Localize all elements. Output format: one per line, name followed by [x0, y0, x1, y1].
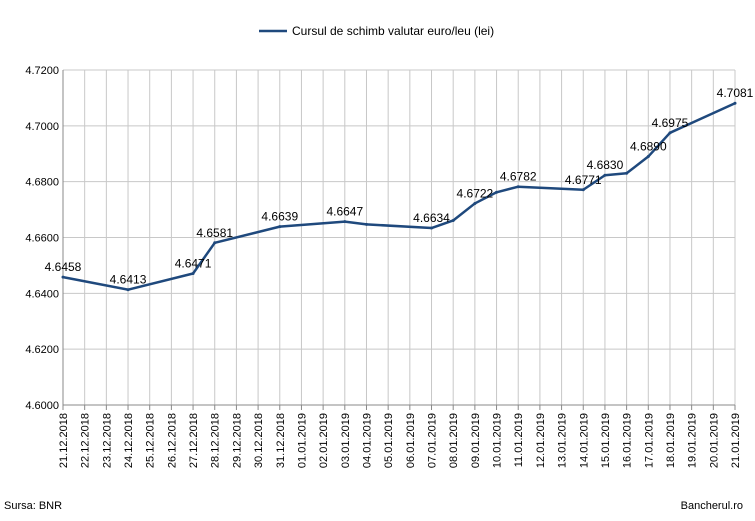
data-label: 4.6458: [45, 260, 82, 274]
data-point: [364, 222, 368, 226]
data-point: [451, 218, 455, 222]
x-tick-label: 29.12.2018: [231, 413, 243, 468]
data-label: 4.6975: [652, 116, 689, 130]
data-point: [126, 288, 130, 292]
data-label: 4.6722: [457, 186, 494, 200]
data-label: 4.7081: [717, 86, 754, 100]
x-tick-label: 27.12.2018: [188, 413, 200, 468]
legend-label: Cursul de schimb valutar euro/leu (lei): [292, 24, 494, 38]
x-tick-label: 21.01.2019: [730, 413, 742, 468]
data-label: 4.6413: [110, 273, 147, 287]
data-point: [603, 173, 607, 177]
site-name: Bancherul.ro: [680, 500, 743, 512]
data-point: [516, 185, 520, 189]
y-tick-label: 4.6200: [25, 344, 59, 356]
x-tick-label: 31.12.2018: [275, 413, 287, 468]
x-tick-label: 04.01.2019: [361, 413, 373, 468]
x-tick-label: 12.01.2019: [535, 413, 547, 468]
series-line: [62, 102, 736, 291]
data-point: [646, 155, 650, 159]
x-tick-label: 02.01.2019: [318, 413, 330, 468]
data-point: [213, 241, 217, 245]
data-label: 4.6890: [630, 140, 667, 154]
x-tick-label: 25.12.2018: [145, 413, 157, 468]
data-label: 4.6581: [196, 226, 233, 240]
data-point: [61, 275, 65, 279]
data-point: [733, 101, 737, 105]
y-tick-label: 4.7200: [25, 65, 59, 77]
x-tick-label: 08.01.2019: [448, 413, 460, 468]
x-tick-label: 19.01.2019: [687, 413, 699, 468]
data-label: 4.6639: [261, 210, 298, 224]
x-tick-label: 11.01.2019: [513, 413, 525, 467]
x-tick-label: 06.01.2019: [405, 413, 417, 468]
x-tick-label: 07.01.2019: [427, 413, 439, 468]
x-tick-label: 18.01.2019: [665, 413, 677, 468]
x-tick-label: 09.01.2019: [470, 413, 482, 468]
data-point: [668, 131, 672, 135]
data-point: [495, 190, 499, 194]
y-tick-label: 4.6400: [25, 288, 59, 300]
data-label: 4.6830: [587, 158, 624, 172]
data-label: 4.6771: [565, 173, 602, 187]
x-tick-label: 22.12.2018: [80, 413, 92, 468]
x-tick-label: 10.01.2019: [492, 413, 504, 468]
data-label: 4.6782: [500, 170, 537, 184]
x-tick-label: 13.01.2019: [557, 413, 569, 468]
x-tick-label: 17.01.2019: [643, 413, 655, 468]
x-tick-label: 30.12.2018: [253, 413, 265, 468]
x-tick-label: 26.12.2018: [166, 413, 178, 468]
line-chart: 4.6000 4.6200 4.6400 4.6600 4.6800 4.7000 4.72…: [25, 24, 754, 468]
data-point: [625, 171, 629, 175]
data-point: [581, 188, 585, 192]
data-point: [430, 226, 434, 230]
x-tick-label: 03.01.2019: [340, 413, 352, 468]
y-tick-label: 4.6800: [25, 177, 59, 189]
y-tick-label: 4.6000: [25, 400, 59, 412]
data-label: 4.6634: [413, 211, 450, 225]
x-tick-label: 23.12.2018: [101, 413, 113, 468]
x-tick-label: 05.01.2019: [383, 413, 395, 468]
x-tick-label: 15.01.2019: [600, 413, 612, 468]
x-tick-label: 01.01.2019: [296, 413, 308, 468]
x-tick-label: 21.12.2018: [58, 413, 70, 468]
data-label: 4.6471: [175, 257, 212, 271]
x-tick-label: 14.01.2019: [578, 413, 590, 468]
data-label: 4.6647: [326, 205, 363, 219]
x-tick-label: 20.01.2019: [708, 413, 720, 468]
data-point: [473, 201, 477, 205]
x-tick-label: 16.01.2019: [622, 413, 634, 468]
data-point: [191, 272, 195, 276]
source-note: Sursa: BNR: [4, 500, 63, 512]
y-tick-label: 4.6600: [25, 233, 59, 245]
data-point: [278, 225, 282, 229]
x-tick-label: 28.12.2018: [210, 413, 222, 468]
data-point: [343, 220, 347, 224]
x-tick-label: 24.12.2018: [123, 413, 135, 468]
y-tick-label: 4.7000: [25, 121, 59, 133]
